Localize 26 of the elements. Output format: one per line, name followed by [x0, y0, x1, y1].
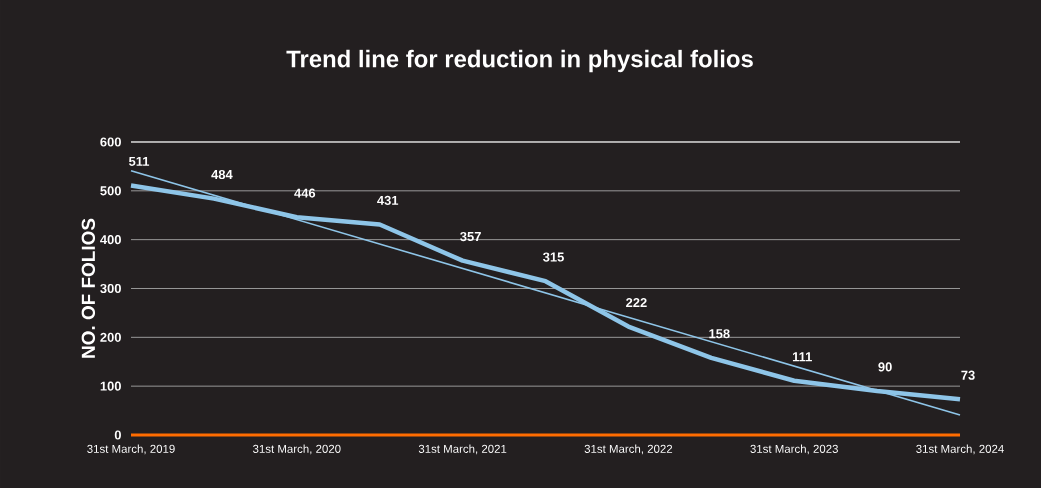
data-label: 111 — [792, 352, 812, 362]
data-label: 446 — [294, 188, 316, 198]
y-axis-title: NO. OF FOLIOS — [81, 218, 96, 358]
y-tick-label: 400 — [100, 235, 121, 245]
y-tick-label: 500 — [100, 186, 121, 196]
y-tick-label: 0 — [114, 430, 121, 440]
data-label: 357 — [460, 231, 481, 242]
y-tick-label: 300 — [100, 283, 121, 294]
x-tick-label: 31st March, 2024 — [916, 444, 1004, 455]
data-label: 431 — [377, 195, 399, 205]
data-label: 158 — [709, 329, 730, 339]
data-label: 90 — [878, 362, 892, 372]
data-label: 222 — [626, 298, 647, 308]
y-tick-label: 100 — [100, 381, 121, 391]
data-label: 511 — [128, 156, 150, 166]
x-tick-label: 31st March, 2020 — [252, 444, 341, 455]
x-tick-label: 31st March, 2023 — [750, 444, 838, 455]
y-tick-label: 200 — [100, 332, 121, 342]
data-label: 73 — [961, 370, 975, 380]
x-tick-label: 31st March, 2019 — [87, 444, 175, 455]
x-tick-label: 31st March, 2022 — [584, 444, 673, 455]
x-tick-label: 31st March, 2021 — [418, 444, 507, 455]
data-label: 484 — [211, 169, 233, 180]
data-label: 315 — [543, 252, 564, 262]
chart-title: Trend line for reduction in physical folios — [286, 49, 753, 73]
y-tick-label: 600 — [100, 137, 121, 147]
